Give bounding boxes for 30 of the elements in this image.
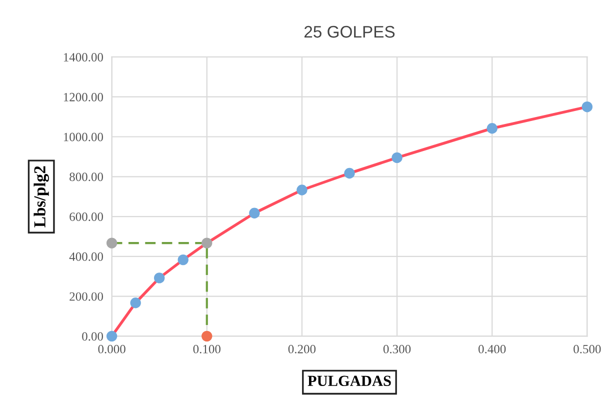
y-axis-title: Lbs/plg2 [34,166,49,228]
point [296,184,308,196]
x-tick-label: 0.000 [98,344,126,354]
chart-title: 25 GOLPES [304,26,395,38]
y-tick-label: 200.00 [70,292,104,301]
point [249,208,260,218]
y-tick-label: 1400.00 [64,53,104,62]
x-tick-label: 0.300 [383,344,411,354]
point [344,168,355,179]
x-tick-label: 0.500 [574,344,601,354]
point [486,123,498,134]
x-tick-label: 0.400 [478,344,506,354]
y-tick-label: 400.00 [69,252,104,261]
x-tick-label: 0.100 [193,344,220,354]
point [202,330,212,342]
point [106,238,118,248]
point [106,330,118,342]
point [178,254,188,266]
point [130,298,141,308]
point [582,101,593,112]
point [392,152,402,164]
point [154,272,165,284]
y-tick-label: 0.00 [82,332,104,341]
y-tick-label: 1000.00 [64,132,104,142]
y-tick-label: 600.00 [70,212,104,222]
point [202,238,212,248]
x-axis-title: PULGADAS [308,376,391,386]
y-tick-label: 800.00 [70,172,104,182]
x-tick-label: 0.200 [288,344,316,354]
y-tick-label: 1200.00 [64,92,104,102]
